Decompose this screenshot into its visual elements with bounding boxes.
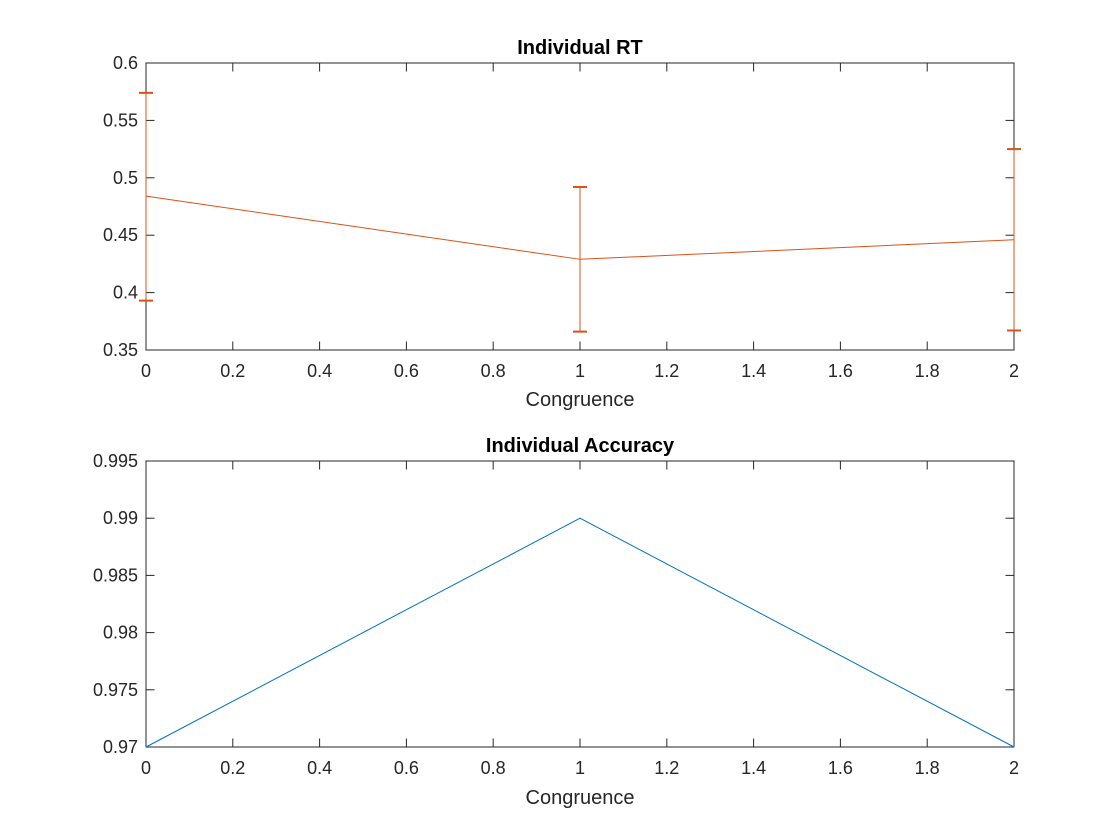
rt-y-tick-label: 0.4 <box>113 283 138 303</box>
accuracy-y-tick-label: 0.97 <box>103 737 138 757</box>
accuracy-x-tick-label: 1.4 <box>741 758 766 778</box>
rt-y-tick-label: 0.6 <box>113 53 138 73</box>
accuracy-x-tick-label: 1.2 <box>654 758 679 778</box>
rt-y-tick-label: 0.55 <box>103 110 138 130</box>
rt-plot: Individual RT Congruence 0 0.2 0.4 0.6 0.8 1 1… <box>103 37 1021 411</box>
accuracy-axes-box <box>145 460 1015 748</box>
accuracy-x-tick-label: 0.2 <box>220 758 245 778</box>
rt-x-tick-label: 1.6 <box>828 361 853 381</box>
accuracy-x-tick-label: 1 <box>575 758 585 778</box>
rt-x-axis-label: Congruence <box>526 389 635 411</box>
rt-x-tick-label: 0.6 <box>394 361 419 381</box>
rt-x-tick-label: 1.4 <box>741 361 766 381</box>
accuracy-plot: Individual Accuracy Congruence 0 0.2 0.4 0.… <box>93 435 1019 809</box>
rt-x-tick-label: 0.8 <box>481 361 506 381</box>
accuracy-x-tick-label: 1.8 <box>915 758 940 778</box>
accuracy-x-tick-label: 0.4 <box>307 758 332 778</box>
accuracy-y-tick-label: 0.975 <box>93 680 138 700</box>
accuracy-x-tick-label: 0 <box>141 758 151 778</box>
accuracy-y-tick-label: 0.995 <box>93 451 138 471</box>
accuracy-x-tick-label: 0.8 <box>481 758 506 778</box>
accuracy-y-tick-label: 0.98 <box>103 623 138 643</box>
rt-x-tick-label: 0 <box>141 361 151 381</box>
rt-error-bar <box>573 185 587 333</box>
rt-x-tick-label: 1.2 <box>654 361 679 381</box>
accuracy-data-point <box>145 746 147 748</box>
rt-error-bar <box>1007 148 1021 332</box>
accuracy-data-point <box>579 517 581 519</box>
accuracy-x-tick-label: 0.6 <box>394 758 419 778</box>
accuracy-data-point <box>1013 746 1015 748</box>
accuracy-x-tick-label: 1.6 <box>828 758 853 778</box>
rt-chart-title: Individual RT <box>517 37 643 59</box>
rt-x-tick-label: 0.2 <box>220 361 245 381</box>
rt-y-tick-label: 0.35 <box>103 340 138 360</box>
accuracy-y-tick-label: 0.985 <box>93 565 138 585</box>
rt-error-bar <box>139 91 153 302</box>
accuracy-x-axis-label: Congruence <box>526 787 635 809</box>
accuracy-y-tick-label: 0.99 <box>103 508 138 528</box>
rt-x-tick-label: 1.8 <box>915 361 940 381</box>
rt-x-tick-label: 0.4 <box>307 361 332 381</box>
accuracy-x-tick-label: 2 <box>1009 758 1019 778</box>
accuracy-chart-title: Individual Accuracy <box>486 435 675 457</box>
rt-x-tick-label: 1 <box>575 361 585 381</box>
rt-x-tick-label: 2 <box>1009 361 1019 381</box>
rt-y-tick-label: 0.5 <box>113 168 138 188</box>
rt-y-tick-label: 0.45 <box>103 225 138 245</box>
